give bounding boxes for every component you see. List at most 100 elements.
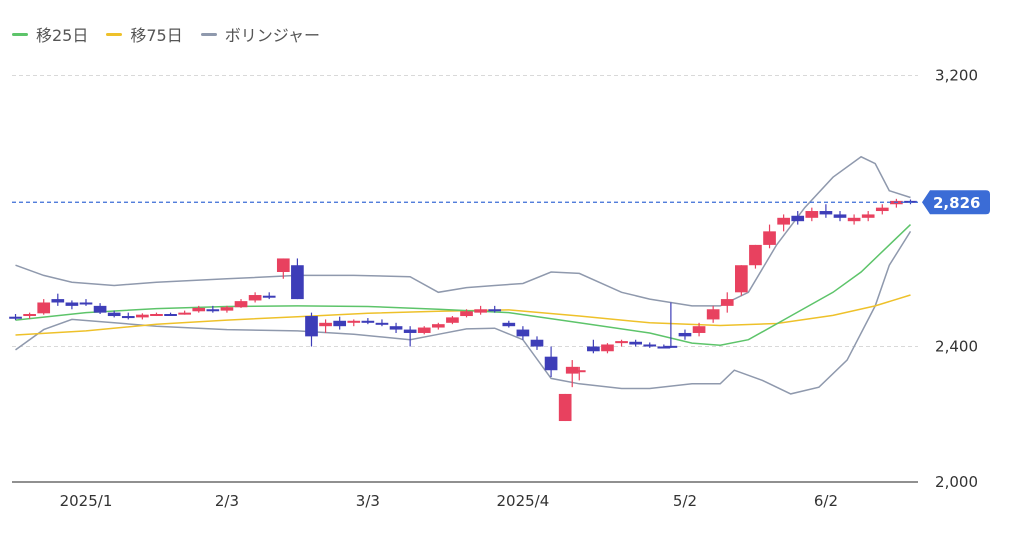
x-tick-label: 2025/4 <box>497 492 550 510</box>
candle <box>601 343 614 354</box>
candle-body <box>164 314 177 316</box>
candle <box>735 265 748 296</box>
candlesticks <box>9 198 917 422</box>
candle-body <box>51 299 65 303</box>
candle <box>516 326 530 340</box>
candle-body <box>220 307 234 311</box>
candle <box>460 309 473 318</box>
candle <box>150 312 163 317</box>
candle-body <box>587 346 600 352</box>
candle-body <box>474 309 487 313</box>
candle-body <box>735 265 748 293</box>
candle <box>23 312 36 319</box>
candle-body <box>530 339 544 347</box>
candle-body <box>431 324 445 328</box>
candle <box>474 305 487 315</box>
candle <box>206 305 220 313</box>
y-axis: 2,000 2,400 3,200 <box>935 67 978 491</box>
candle <box>220 305 234 313</box>
candle-body <box>791 215 805 222</box>
candle-body <box>502 322 516 327</box>
candle-body <box>319 322 332 327</box>
candle <box>664 302 678 348</box>
legend-swatch-bollinger <box>200 32 217 36</box>
candle-body <box>861 214 875 218</box>
candle-body <box>565 366 579 374</box>
legend-label-ma75: 移75日 <box>130 26 183 45</box>
candle-body <box>150 314 163 316</box>
candle <box>93 303 107 314</box>
x-tick-label: 2/3 <box>215 492 239 510</box>
candle <box>347 319 361 327</box>
candle <box>234 299 248 308</box>
candle <box>692 322 706 337</box>
candle-body <box>601 344 614 352</box>
candle-body <box>833 214 847 218</box>
candle-body <box>875 207 889 212</box>
candle-body <box>664 345 678 348</box>
candle <box>706 305 720 323</box>
candle <box>431 322 445 330</box>
candle-body <box>107 312 121 317</box>
candle <box>530 336 544 350</box>
candle <box>749 244 762 269</box>
candle <box>178 310 191 315</box>
candle-body <box>121 316 135 319</box>
candle <box>319 319 332 333</box>
candle <box>678 329 692 340</box>
candle-body <box>136 314 149 318</box>
candle <box>565 360 579 388</box>
candle-body <box>361 320 375 323</box>
candle-body <box>706 309 720 320</box>
candle-body <box>375 322 389 325</box>
candle-body <box>847 217 861 222</box>
y-tick-label: 2,400 <box>935 338 978 356</box>
candle <box>276 258 290 279</box>
candle <box>65 300 79 310</box>
candle <box>615 339 628 347</box>
candle-body <box>65 302 79 306</box>
candle <box>121 312 135 320</box>
current-price-badge <box>922 190 990 215</box>
candle <box>657 344 671 349</box>
candle-body <box>37 302 51 314</box>
candle-body <box>572 370 586 373</box>
current-price-marker: 2,826 <box>12 190 990 215</box>
candle-body <box>23 314 36 316</box>
candle-body <box>347 320 361 323</box>
candle <box>720 292 734 313</box>
candle-body <box>446 317 459 323</box>
candle <box>446 316 459 325</box>
candle-body <box>248 295 262 301</box>
candle-body <box>333 320 347 327</box>
chart-grid <box>12 75 918 483</box>
candle-body <box>488 309 502 312</box>
legend-item-ma25[interactable]: 移25日 <box>12 22 88 46</box>
candle <box>107 310 121 318</box>
candle <box>819 204 833 218</box>
candle <box>164 312 177 316</box>
candle-body <box>403 329 417 333</box>
candle <box>587 339 600 354</box>
legend-item-ma75[interactable]: 移75日 <box>106 22 183 46</box>
chart-legend: 移25日 移75日 ボリンジャー <box>12 22 320 46</box>
candle-body <box>305 316 318 337</box>
y-tick-label: 2,000 <box>935 473 978 491</box>
candle-body <box>262 295 276 298</box>
candle-body <box>657 346 671 349</box>
candle-body <box>93 305 107 313</box>
legend-item-bollinger[interactable]: ボリンジャー <box>200 22 320 46</box>
candle <box>763 224 776 249</box>
candle-body <box>678 332 692 337</box>
candle-body <box>720 299 734 306</box>
candle-body <box>460 311 473 317</box>
candle <box>51 293 65 306</box>
candle-body <box>763 231 776 245</box>
candle-body <box>777 217 790 225</box>
candle <box>389 322 403 333</box>
bollinger-upper-line <box>15 155 911 307</box>
candle <box>361 318 375 325</box>
moving-averages <box>15 224 912 346</box>
ma25-line <box>15 224 912 346</box>
